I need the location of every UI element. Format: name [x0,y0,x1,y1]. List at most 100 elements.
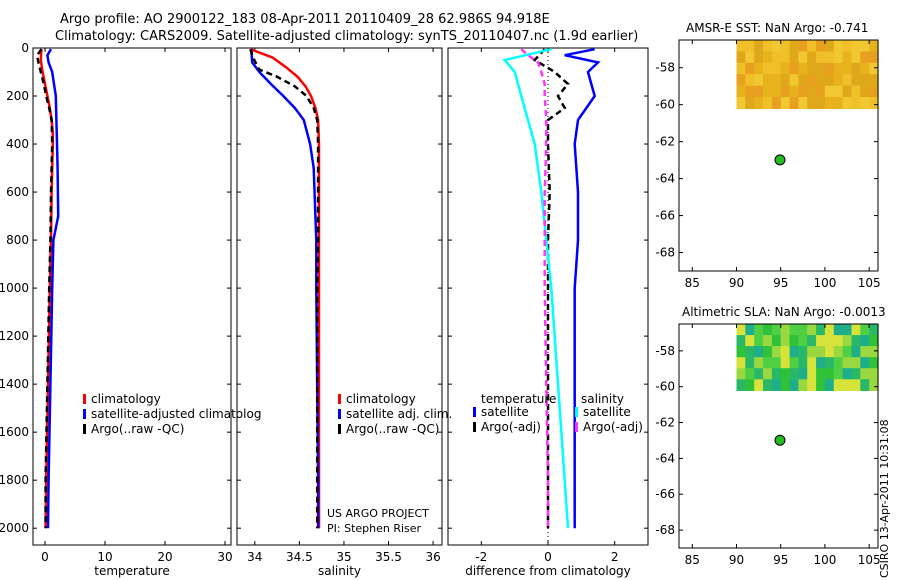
panel-frame-temperature [32,47,232,546]
profile-location-marker [774,154,786,166]
legend-salinity-swatch [338,424,341,434]
map-cell [754,62,764,75]
map-cell [824,62,835,75]
map-cell [745,346,755,358]
x-tick-label-salinity: 35.5 [375,550,402,564]
map-cell [780,368,791,380]
map-y-tick-label: -60 [655,98,675,112]
map-cell [780,324,791,336]
map-cell [771,97,782,109]
map-cell [824,51,835,64]
map-cell [754,346,764,358]
map-cell [736,379,746,391]
map-cell [780,74,791,87]
legend-difference-swatch [575,422,578,432]
map-cell [798,97,808,109]
map-cell [736,85,746,98]
map-cell [771,62,782,75]
y-tick-label: 1000 [0,281,29,295]
map-cell [842,335,852,347]
map-cell [789,85,799,98]
legend-salinity: satellite adj. clim. [346,407,452,421]
map-cell [824,346,835,358]
y-tick-label: 600 [6,185,29,199]
x-tick-label-temperature: 0 [41,550,49,564]
map-cell [851,97,861,109]
legend-header-temperature: temperature [481,392,556,406]
map-cell [763,74,773,87]
credit-pi: PI: Stephen Riser [327,522,422,535]
title-line-1: Argo profile: AO 2900122_183 08-Apr-2011… [60,12,550,27]
x-tick-label-temperature: 20 [157,550,172,564]
x-axis-label-temperature: temperature [94,564,169,578]
map-cell [754,357,764,369]
map-cell [824,357,835,369]
map-cell [816,368,826,380]
map-cell [798,85,808,98]
legend-temperature: climatology [91,392,161,406]
map-cell [771,368,782,380]
map-cell [824,40,835,52]
map-cell [745,379,755,391]
series-line-argo-raw-qc- [249,48,320,529]
map-cell [833,324,844,336]
map-cell [807,368,817,380]
series-line-temperature-argo-adj- [532,48,570,529]
map-cell [789,97,799,109]
map-cell [780,62,791,75]
profile-location-marker [774,434,786,446]
legend-temperature: Argo(..raw -QC) [91,422,184,436]
map-cell [816,357,826,369]
legend-difference-swatch [473,422,476,432]
map-cell [842,324,852,336]
title-line-2: Climatology: CARS2009. Satellite-adjuste… [55,29,639,44]
map-cell [780,357,791,369]
y-tick-label: 0 [21,41,29,55]
map-cell [754,85,764,98]
map-cell [816,97,826,109]
legend-difference: Argo(-adj) [481,420,541,434]
map-cell [754,40,764,52]
map-field-sst-map [736,40,879,109]
map-cell [860,62,870,75]
map-x-tick-label: 85 [685,553,700,567]
legend-temperature: satellite-adjusted climatolog [91,407,261,421]
map-cell [807,324,817,336]
map-cell [860,368,870,380]
y-tick-label: 200 [6,89,29,103]
credit-project: US ARGO PROJECT [327,507,429,520]
map-cell [833,40,844,52]
map-cell [745,74,755,87]
map-y-tick-label: -66 [655,487,675,501]
map-cell [745,368,755,380]
map-cell [824,97,835,109]
series-line-argo-raw-qc- [35,48,54,529]
map-cell [807,62,817,75]
x-tick-label-difference: 2 [611,550,619,564]
map-cell [869,51,879,64]
map-x-tick-label: 90 [729,276,744,290]
map-cell [833,335,844,347]
map-cell [869,85,879,98]
legend-difference-swatch [473,407,476,417]
map-cell [736,346,746,358]
series-line-satellite-adj-clim- [250,49,320,529]
map-y-tick-label: -68 [655,246,675,260]
map-x-tick-label: 105 [858,553,881,567]
map-cell [780,335,791,347]
map-cell [789,74,799,87]
map-cell [833,357,844,369]
map-cell [869,379,879,391]
map-x-tick-label: 95 [773,553,788,567]
map-cell [860,324,870,336]
map-y-tick-label: -64 [655,451,675,465]
map-cell [807,85,817,98]
map-cell [771,324,782,336]
map-cell [824,379,835,391]
legend-temperature-swatch [83,424,86,434]
map-cell [824,368,835,380]
x-tick-label-difference: -2 [475,550,487,564]
map-cell [833,346,844,358]
map-cell [763,346,773,358]
